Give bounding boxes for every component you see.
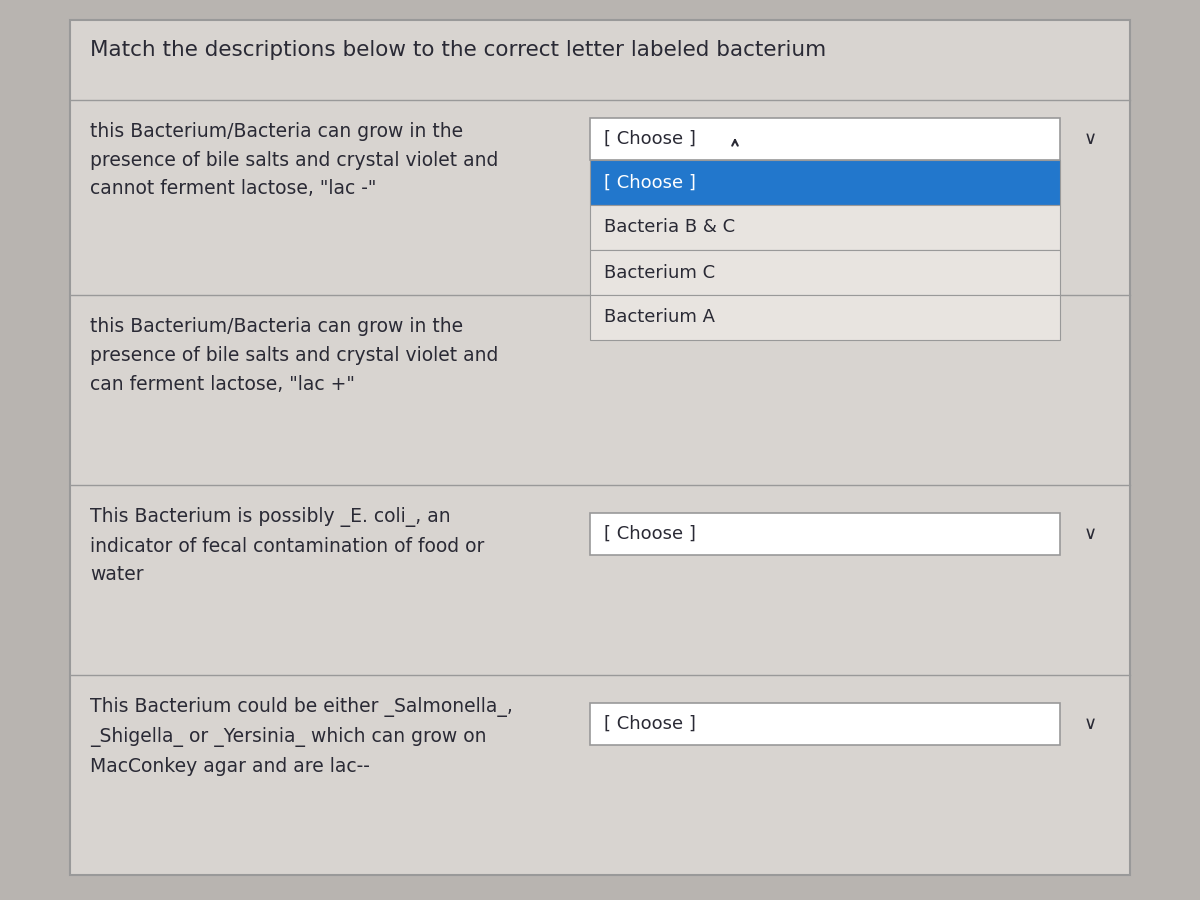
Text: Bacterium C: Bacterium C: [604, 264, 715, 282]
FancyBboxPatch shape: [590, 250, 1060, 295]
Text: ∨: ∨: [1084, 525, 1097, 543]
Text: [ Choose ]: [ Choose ]: [604, 130, 696, 148]
FancyBboxPatch shape: [590, 295, 1060, 340]
FancyBboxPatch shape: [590, 160, 1060, 205]
Text: ∨: ∨: [1084, 130, 1097, 148]
FancyBboxPatch shape: [590, 118, 1060, 160]
Text: ∨: ∨: [1084, 715, 1097, 733]
Text: This Bacterium could be either _Salmonella_,
_Shigella_ or _Yersinia_ which can : This Bacterium could be either _Salmonel…: [90, 697, 512, 776]
Text: Match the descriptions below to the correct letter labeled bacterium: Match the descriptions below to the corr…: [90, 40, 827, 60]
FancyBboxPatch shape: [70, 20, 1130, 875]
Text: this Bacterium/Bacteria can grow in the
presence of bile salts and crystal viole: this Bacterium/Bacteria can grow in the …: [90, 317, 498, 393]
Text: [ Choose ]: [ Choose ]: [604, 715, 696, 733]
FancyBboxPatch shape: [590, 703, 1060, 745]
Text: This Bacterium is possibly _E. coli_, an
indicator of fecal contamination of foo: This Bacterium is possibly _E. coli_, an…: [90, 507, 485, 584]
Text: Bacteria B & C: Bacteria B & C: [604, 219, 736, 237]
Text: [ Choose ]: [ Choose ]: [604, 174, 696, 192]
Text: this Bacterium/Bacteria can grow in the
presence of bile salts and crystal viole: this Bacterium/Bacteria can grow in the …: [90, 122, 498, 199]
Text: [ Choose ]: [ Choose ]: [604, 525, 696, 543]
FancyBboxPatch shape: [590, 205, 1060, 250]
Text: Bacterium A: Bacterium A: [604, 309, 715, 327]
FancyBboxPatch shape: [590, 513, 1060, 555]
